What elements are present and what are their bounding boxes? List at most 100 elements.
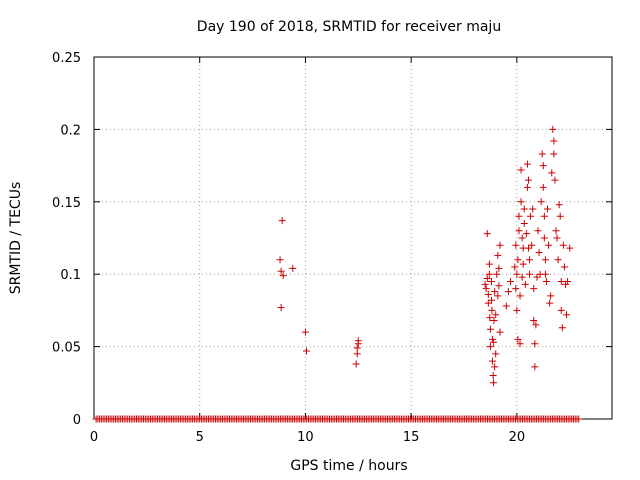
data-point <box>512 241 520 249</box>
data-point <box>544 205 552 213</box>
data-point <box>301 328 309 336</box>
data-point <box>526 270 534 278</box>
data-point <box>554 256 562 264</box>
data-point <box>278 217 286 225</box>
data-point <box>523 183 531 191</box>
data-point <box>493 270 501 278</box>
x-tick-label: 5 <box>196 430 204 445</box>
data-point <box>542 277 550 285</box>
x-axis-title: GPS time / hours <box>290 458 407 474</box>
x-tick-label: 15 <box>403 430 420 445</box>
data-point <box>486 314 494 322</box>
data-point <box>538 150 546 158</box>
data-point <box>495 282 503 290</box>
data-point <box>513 306 521 314</box>
data-point <box>559 241 567 249</box>
y-tick-label: 0.2 <box>60 123 81 138</box>
data-point <box>522 230 530 238</box>
data-point <box>557 306 565 314</box>
data-point <box>490 338 498 346</box>
data-point <box>289 264 297 272</box>
data-point <box>535 248 543 256</box>
data-point <box>517 166 525 174</box>
data-points <box>92 125 583 423</box>
data-point <box>532 321 540 329</box>
data-point <box>558 324 566 332</box>
data-point <box>491 363 499 371</box>
data-point <box>495 264 503 272</box>
data-point <box>517 198 525 206</box>
data-point <box>524 244 532 252</box>
data-point <box>560 263 568 271</box>
data-point <box>486 325 494 333</box>
data-point <box>483 230 491 238</box>
data-point <box>520 205 528 213</box>
data-point <box>518 234 526 242</box>
data-point <box>553 234 561 242</box>
data-point <box>528 241 536 249</box>
data-point <box>515 212 523 220</box>
data-point <box>540 212 548 220</box>
data-point <box>485 270 493 278</box>
data-point <box>557 277 565 285</box>
data-point <box>545 241 553 249</box>
data-point <box>490 379 498 387</box>
data-point <box>534 227 542 235</box>
data-point <box>514 256 522 264</box>
y-axis-title: SRMTID / TECUs <box>8 182 24 295</box>
data-point <box>486 343 494 351</box>
data-point <box>487 296 495 304</box>
data-point <box>520 220 528 228</box>
data-point <box>277 304 285 312</box>
data-point <box>514 335 522 343</box>
data-point <box>482 285 490 293</box>
data-point <box>494 292 502 300</box>
data-point <box>489 335 497 343</box>
data-point <box>515 227 523 235</box>
data-point <box>483 275 491 283</box>
data-point <box>555 201 563 209</box>
data-point <box>507 277 515 285</box>
data-point <box>279 272 287 280</box>
x-tick-label: 10 <box>297 430 314 445</box>
data-point <box>526 256 534 264</box>
x-tick-label: 20 <box>509 430 526 445</box>
data-point <box>524 176 532 184</box>
y-tick-label: 0.1 <box>60 268 81 283</box>
data-point <box>489 372 497 380</box>
data-point <box>541 256 549 264</box>
data-point <box>533 273 541 281</box>
data-point <box>484 290 492 298</box>
data-point <box>547 292 555 300</box>
data-point <box>354 337 362 345</box>
data-point <box>489 357 497 365</box>
data-point <box>502 302 510 310</box>
data-point <box>539 162 547 170</box>
data-point <box>531 363 539 371</box>
data-point <box>531 340 539 348</box>
data-point <box>549 125 557 133</box>
data-point <box>556 212 564 220</box>
data-point <box>518 273 526 281</box>
baseline-point <box>575 415 583 423</box>
data-point <box>550 137 558 145</box>
data-point <box>521 280 529 288</box>
data-point <box>529 205 537 213</box>
data-point <box>527 212 535 220</box>
data-point <box>546 299 554 307</box>
data-point <box>530 317 538 325</box>
data-point <box>530 285 538 293</box>
data-point <box>539 183 547 191</box>
data-point <box>537 198 545 206</box>
data-point <box>494 251 502 259</box>
y-tick-label: 0.25 <box>52 51 81 66</box>
data-point <box>496 328 504 336</box>
data-point <box>496 241 504 249</box>
data-point <box>276 256 284 264</box>
data-point <box>523 160 531 168</box>
data-point <box>564 277 572 285</box>
data-point <box>484 299 492 307</box>
data-point <box>485 260 493 268</box>
data-point <box>277 267 285 275</box>
